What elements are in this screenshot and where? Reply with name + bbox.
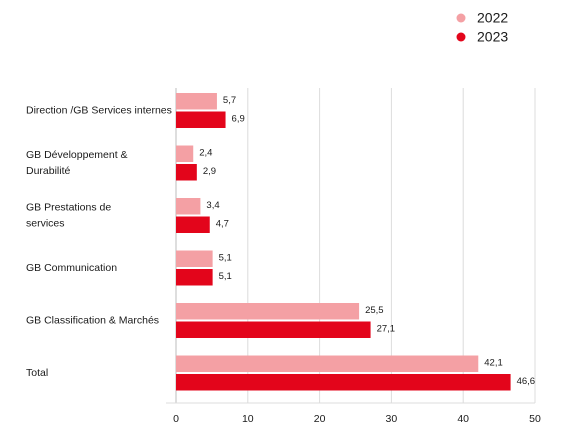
value-label: 46,6: [517, 376, 536, 387]
category-label-line: GB Classification & Marchés: [26, 314, 159, 326]
bar-2023-1: [176, 164, 197, 181]
category-label-line: Direction /GB Services internes: [26, 104, 172, 116]
bar-2023-5: [176, 374, 511, 391]
value-label: 2,4: [199, 147, 212, 158]
value-label: 5,1: [219, 252, 232, 263]
category-label: Total: [26, 367, 48, 379]
bar-2022-2: [176, 198, 201, 215]
x-tick-label: 0: [173, 413, 179, 425]
value-label: 25,5: [365, 305, 384, 316]
value-label: 5,7: [223, 95, 236, 106]
x-tick-label: 10: [242, 413, 254, 425]
x-tick-label: 40: [457, 413, 469, 425]
category-label-line: services: [26, 217, 65, 229]
bar-2023-4: [176, 321, 371, 338]
category-label-line: Durabilité: [26, 165, 71, 177]
category-label: GB Développement & Durabilité: [26, 149, 128, 177]
legend-label-2022: 2022: [477, 10, 508, 26]
bar-2023-0: [176, 111, 226, 128]
bar-2022-0: [176, 93, 217, 110]
category-label-line: GB Prestations de: [26, 201, 111, 213]
value-label: 5,1: [219, 271, 232, 282]
labels-layer: 0 10 20 30 40 50 5,7 6,9 Direction /GB Services …: [26, 95, 541, 425]
x-tick-label: 30: [386, 413, 398, 425]
category-label-line: Total: [26, 367, 48, 379]
bar-2022-5: [176, 355, 479, 372]
legend-swatch-2023: [456, 32, 466, 42]
category-label: GB Communication: [26, 262, 117, 274]
bar-2023-3: [176, 269, 213, 286]
category-label: GB Prestations de services: [26, 201, 111, 229]
legend-label-2023: 2023: [477, 29, 508, 45]
x-tick-label: 50: [529, 413, 541, 425]
value-label: 3,4: [206, 200, 219, 211]
value-label: 42,1: [484, 357, 503, 368]
bar-2022-1: [176, 145, 194, 162]
bar-2023-2: [176, 216, 210, 233]
legend: 2022 2023: [456, 10, 508, 45]
bar-2022-3: [176, 250, 213, 267]
value-label: 2,9: [203, 166, 216, 177]
bar-2022-4: [176, 303, 360, 320]
value-label: 4,7: [216, 218, 229, 229]
category-label: Direction /GB Services internes: [26, 104, 172, 116]
category-label: GB Classification & Marchés: [26, 314, 159, 326]
legend-swatch-2022: [456, 13, 466, 23]
value-label: 27,1: [377, 323, 396, 334]
x-tick-label: 20: [314, 413, 326, 425]
bars-layer: [176, 93, 511, 391]
category-label-line: GB Développement &: [26, 149, 128, 161]
value-label: 6,9: [232, 113, 245, 124]
category-label-line: GB Communication: [26, 262, 117, 274]
grid-layer: [166, 88, 536, 404]
